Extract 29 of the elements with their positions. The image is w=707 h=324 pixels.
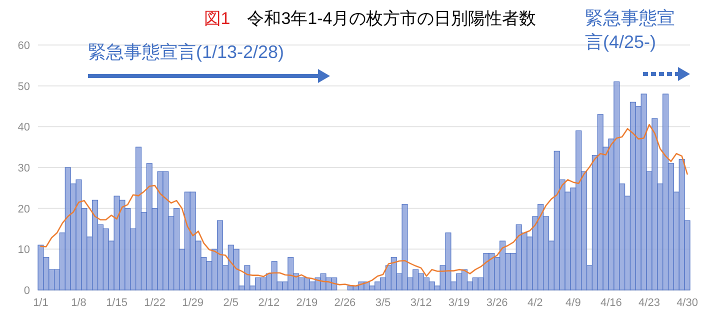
x-tick-label: 3/5 xyxy=(375,297,391,309)
x-tick-label: 2/26 xyxy=(334,297,356,309)
y-tick-label: 10 xyxy=(18,244,30,256)
annotation: 緊急事態宣言(1/13-2/28) xyxy=(88,42,284,62)
x-tick-label: 4/16 xyxy=(600,297,622,309)
x-tick-label: 4/9 xyxy=(566,297,581,309)
annotation: 緊急事態宣言(4/25-) xyxy=(585,8,675,52)
x-tick-label: 3/12 xyxy=(410,297,432,309)
y-tick-label: 50 xyxy=(18,80,30,93)
x-tick-label: 2/12 xyxy=(258,297,280,309)
y-tick-label: 40 xyxy=(18,122,30,134)
y-tick-label: 30 xyxy=(18,162,30,174)
x-tick-label: 3/26 xyxy=(486,297,508,309)
x-tick-label: 1/29 xyxy=(182,297,204,309)
x-tick-label: 2/5 xyxy=(223,297,239,309)
x-tick-label: 2/19 xyxy=(296,297,318,309)
line-series xyxy=(40,124,688,287)
y-tick-label: 60 xyxy=(18,40,30,52)
x-tick-label: 1/15 xyxy=(106,297,128,309)
y-tick-label: 20 xyxy=(18,203,30,216)
chart-title: 図1 令和3年1-4月の枚方市の日別陽性者数 xyxy=(204,9,536,28)
x-tick-label: 1/1 xyxy=(33,297,48,309)
x-tick-label: 4/30 xyxy=(676,297,698,309)
x-tick-label: 4/2 xyxy=(528,297,543,309)
x-tick-label: 1/8 xyxy=(71,297,86,309)
x-tick-label: 4/23 xyxy=(638,297,660,309)
x-tick-label: 1/22 xyxy=(144,297,166,309)
x-tick-label: 3/19 xyxy=(448,297,470,309)
y-tick-label: 0 xyxy=(24,285,30,297)
